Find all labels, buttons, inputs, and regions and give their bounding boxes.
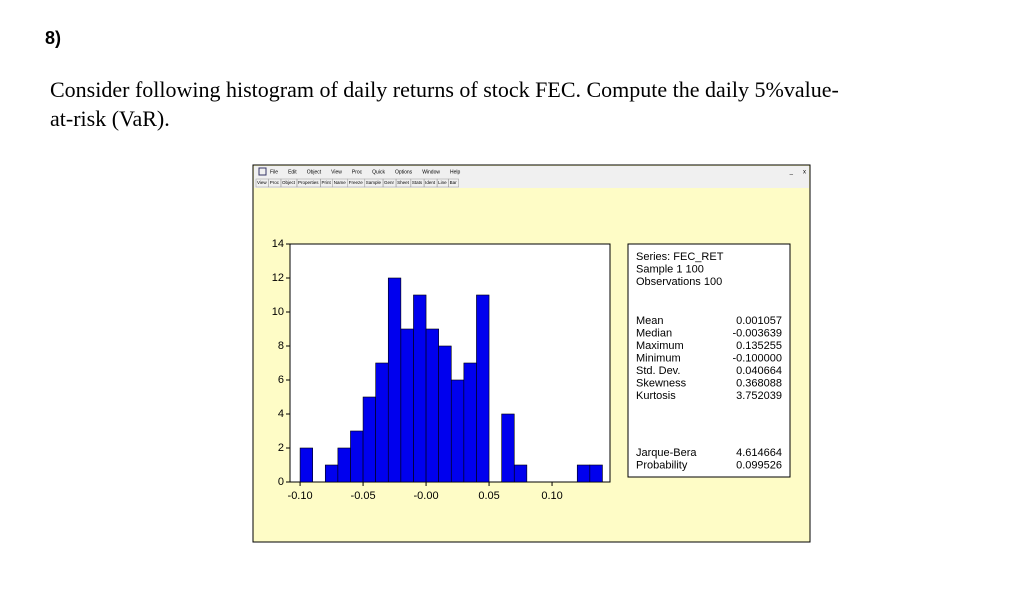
stats-value: 0.135255 <box>736 340 782 352</box>
y-tick-label: 4 <box>278 408 284 420</box>
stats-value: 3.752039 <box>736 390 782 402</box>
bar <box>375 362 389 483</box>
x-tick-label: -0.00 <box>414 490 439 502</box>
bar <box>589 464 603 483</box>
toolbar-button[interactable]: View <box>257 180 267 185</box>
x-tick-label: -0.10 <box>288 490 313 502</box>
menu-item[interactable]: Window <box>422 169 440 175</box>
toolbar-button[interactable]: Name <box>334 180 347 185</box>
bar <box>350 430 364 483</box>
stats-box <box>627 243 791 478</box>
toolbar-button[interactable]: Sample <box>366 180 382 185</box>
toolbar-button[interactable]: Print <box>321 180 331 185</box>
menu-item[interactable]: Object <box>307 169 322 175</box>
menu-item[interactable]: Proc <box>352 169 363 175</box>
toolbar-button[interactable]: Ident <box>425 180 436 185</box>
stats-value: 0.099526 <box>736 459 782 471</box>
stats-label: Std. Dev. <box>636 365 680 377</box>
bar <box>400 328 414 483</box>
bar <box>501 413 515 483</box>
stats-label: Probability <box>636 459 688 471</box>
toolbar-button[interactable]: Properties <box>298 180 319 185</box>
toolbar-button-frame <box>448 178 459 188</box>
toolbar-button[interactable]: Freeze <box>349 180 364 185</box>
x-tick-label: 0.10 <box>541 490 562 502</box>
stats-label: Kurtosis <box>636 390 676 402</box>
toolbar-button[interactable]: Proc <box>270 180 280 185</box>
x-tick-label: 0.05 <box>478 490 499 502</box>
toolbar-button[interactable]: Object <box>282 180 296 185</box>
stats-value: 0.001057 <box>736 315 782 327</box>
stats-label: Jarque-Bera <box>636 447 697 459</box>
stats-value: -0.003639 <box>732 327 782 339</box>
stats-value: 4.614664 <box>736 447 782 459</box>
menu-item[interactable]: File <box>270 169 278 175</box>
bar <box>576 464 591 483</box>
stats-label: Minimum <box>636 352 681 364</box>
y-tick-label: 12 <box>272 272 284 284</box>
menu-item[interactable]: Help <box>450 169 461 175</box>
toolbar-button[interactable]: Stats <box>412 180 423 185</box>
stats-header: Series: FEC_RET <box>636 251 724 263</box>
y-tick-label: 2 <box>278 442 284 454</box>
bar <box>476 294 490 483</box>
window-icon <box>258 167 267 176</box>
bar <box>387 277 402 483</box>
y-tick-label: 6 <box>278 374 284 386</box>
stats-label: Mean <box>636 315 664 327</box>
window-controls[interactable]: _ x <box>789 170 806 176</box>
bar <box>362 396 376 483</box>
bar <box>299 447 313 483</box>
stats-label: Maximum <box>636 340 684 352</box>
question-number: 8) <box>45 28 62 48</box>
bar <box>513 464 528 483</box>
bar <box>337 447 351 483</box>
y-tick-label: 10 <box>272 306 284 318</box>
y-tick-label: 14 <box>272 238 284 250</box>
bar <box>413 294 427 483</box>
bar <box>425 328 439 483</box>
y-tick-label: 8 <box>278 340 284 352</box>
y-tick-label: 0 <box>278 476 284 488</box>
menu-item[interactable]: Options <box>395 169 413 175</box>
stats-label: Skewness <box>636 377 687 389</box>
toolbar-button[interactable]: Bar <box>450 180 458 185</box>
window-bars <box>254 166 809 188</box>
toolbar-button[interactable]: Genr <box>384 180 395 185</box>
stats-label: Median <box>636 327 672 339</box>
bar <box>450 379 465 483</box>
stats-value: 0.368088 <box>736 377 782 389</box>
bar <box>463 362 477 483</box>
question-line: Consider following histogram of daily re… <box>50 77 839 102</box>
x-tick-label: -0.05 <box>351 490 376 502</box>
menu-item[interactable]: View <box>331 169 342 175</box>
toolbar-button[interactable]: Line <box>438 180 447 185</box>
menu-item[interactable]: Quick <box>372 169 385 175</box>
stats-value: 0.040664 <box>736 365 782 377</box>
stats-header: Observations 100 <box>636 276 722 288</box>
bar <box>324 464 339 483</box>
bar <box>438 345 452 483</box>
toolbar-button[interactable]: Sheet <box>397 180 410 185</box>
question-line: at-risk (VaR). <box>50 106 170 131</box>
stats-value: -0.100000 <box>732 352 782 364</box>
stats-header: Sample 1 100 <box>636 263 704 275</box>
menu-item[interactable]: Edit <box>288 169 297 175</box>
